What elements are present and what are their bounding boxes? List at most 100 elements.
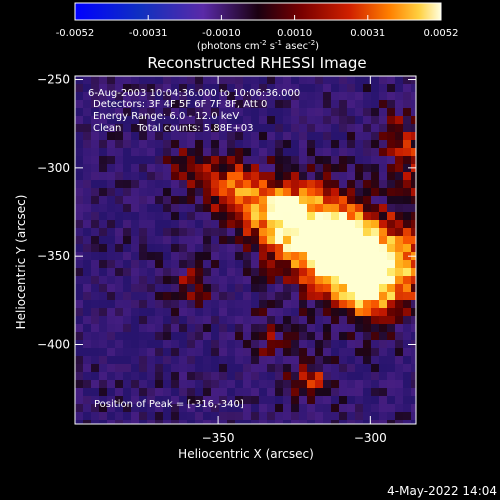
heatmap-cell [171, 132, 180, 141]
heatmap-cell [299, 268, 308, 277]
heatmap-cell [139, 172, 148, 181]
heatmap-cell [179, 332, 188, 341]
heatmap-cell [243, 372, 252, 381]
heatmap-cell [203, 164, 212, 173]
heatmap-cell [379, 140, 388, 149]
heatmap-cell [371, 236, 380, 245]
heatmap-cell [75, 412, 84, 421]
heatmap-cell [131, 140, 140, 149]
heatmap-cell [203, 348, 212, 357]
heatmap-cell [227, 244, 236, 253]
heatmap-cell [187, 244, 196, 253]
heatmap-cell [147, 316, 156, 325]
heatmap-cell [163, 404, 172, 413]
heatmap-cell [371, 180, 380, 189]
heatmap-cell [379, 268, 388, 277]
heatmap-cell [83, 300, 92, 309]
heatmap-cell [227, 180, 236, 189]
heatmap-cell [363, 332, 372, 341]
heatmap-cell [371, 332, 380, 341]
heatmap-cell [323, 188, 332, 197]
heatmap-cell [187, 124, 196, 133]
heatmap-cell [131, 300, 140, 309]
heatmap-cell [123, 188, 132, 197]
heatmap-cell [203, 324, 212, 333]
heatmap-cell [291, 124, 300, 133]
heatmap-cell [155, 300, 164, 309]
heatmap-cell [179, 228, 188, 237]
heatmap-cell [323, 116, 332, 125]
heatmap-cell [355, 380, 364, 389]
heatmap-cell [275, 156, 284, 165]
heatmap-cell [91, 284, 100, 293]
heatmap-cell [331, 188, 340, 197]
heatmap-cell [363, 100, 372, 109]
heatmap-cell [323, 308, 332, 317]
heatmap-cell [395, 348, 404, 357]
heatmap-cell [283, 244, 292, 253]
heatmap-cell [131, 276, 140, 285]
heatmap-cell [155, 188, 164, 197]
heatmap-cell [387, 84, 396, 93]
heatmap-cell [307, 212, 316, 221]
heatmap-cell [187, 220, 196, 229]
heatmap-cell [155, 372, 164, 381]
x-axis-tick-label: −300 [354, 431, 387, 445]
heatmap-cell [147, 116, 156, 125]
heatmap-cell [291, 308, 300, 317]
heatmap-cell [347, 148, 356, 157]
heatmap-cell [115, 124, 124, 133]
heatmap-cell [235, 364, 244, 373]
heatmap-cell [411, 172, 416, 181]
heatmap-cell [323, 364, 332, 373]
heatmap-cell [403, 172, 412, 181]
heatmap-cell [363, 324, 372, 333]
heatmap-cell [219, 380, 228, 389]
heatmap-cell [251, 284, 260, 293]
heatmap-cell [291, 92, 300, 101]
heatmap-cell [251, 180, 260, 189]
heatmap-cell [251, 212, 260, 221]
heatmap-cell [363, 420, 372, 424]
heatmap-cell [275, 356, 284, 365]
heatmap-cell [139, 324, 148, 333]
heatmap-cell [275, 204, 284, 213]
heatmap-cell [371, 84, 380, 93]
heatmap-cell [91, 180, 100, 189]
heatmap-cell [379, 364, 388, 373]
heatmap-cell [267, 420, 276, 424]
heatmap-cell [307, 164, 316, 173]
heatmap-cell [307, 196, 316, 205]
heatmap-cell [371, 220, 380, 229]
heatmap-cell [235, 300, 244, 309]
heatmap-cell [395, 76, 404, 85]
heatmap-cell [411, 396, 416, 405]
heatmap-cell [139, 388, 148, 397]
heatmap-cell [235, 348, 244, 357]
heatmap-cell [235, 332, 244, 341]
heatmap-cell [99, 228, 108, 237]
heatmap-cell [131, 84, 140, 93]
heatmap-cell [115, 276, 124, 285]
heatmap-cell [379, 116, 388, 125]
heatmap-cell [371, 172, 380, 181]
heatmap-cell [259, 92, 268, 101]
heatmap-cell [323, 412, 332, 421]
heatmap-cell [355, 92, 364, 101]
heatmap-cell [339, 100, 348, 109]
heatmap-cell [411, 324, 416, 333]
heatmap-cell [171, 196, 180, 205]
heatmap-cell [211, 220, 220, 229]
heatmap-cell [403, 348, 412, 357]
heatmap-cell [83, 348, 92, 357]
heatmap-cell [339, 220, 348, 229]
heatmap-cell [91, 396, 100, 405]
heatmap-cell [171, 116, 180, 125]
heatmap-cell [203, 284, 212, 293]
heatmap-cell [291, 284, 300, 293]
heatmap-cell [355, 188, 364, 197]
heatmap-cell [75, 372, 84, 381]
heatmap-cell [83, 188, 92, 197]
heatmap-cell [307, 260, 316, 269]
heatmap-cell [307, 156, 316, 165]
